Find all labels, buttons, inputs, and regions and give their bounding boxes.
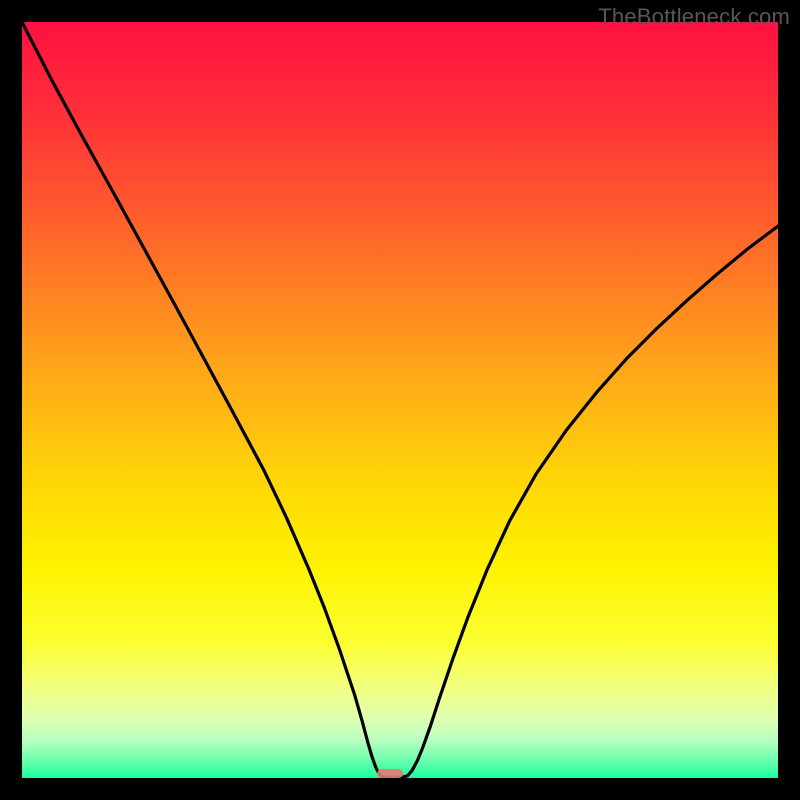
watermark-text: TheBottleneck.com (598, 4, 790, 30)
chart-svg (0, 0, 800, 800)
bottleneck-chart: TheBottleneck.com (0, 0, 800, 800)
